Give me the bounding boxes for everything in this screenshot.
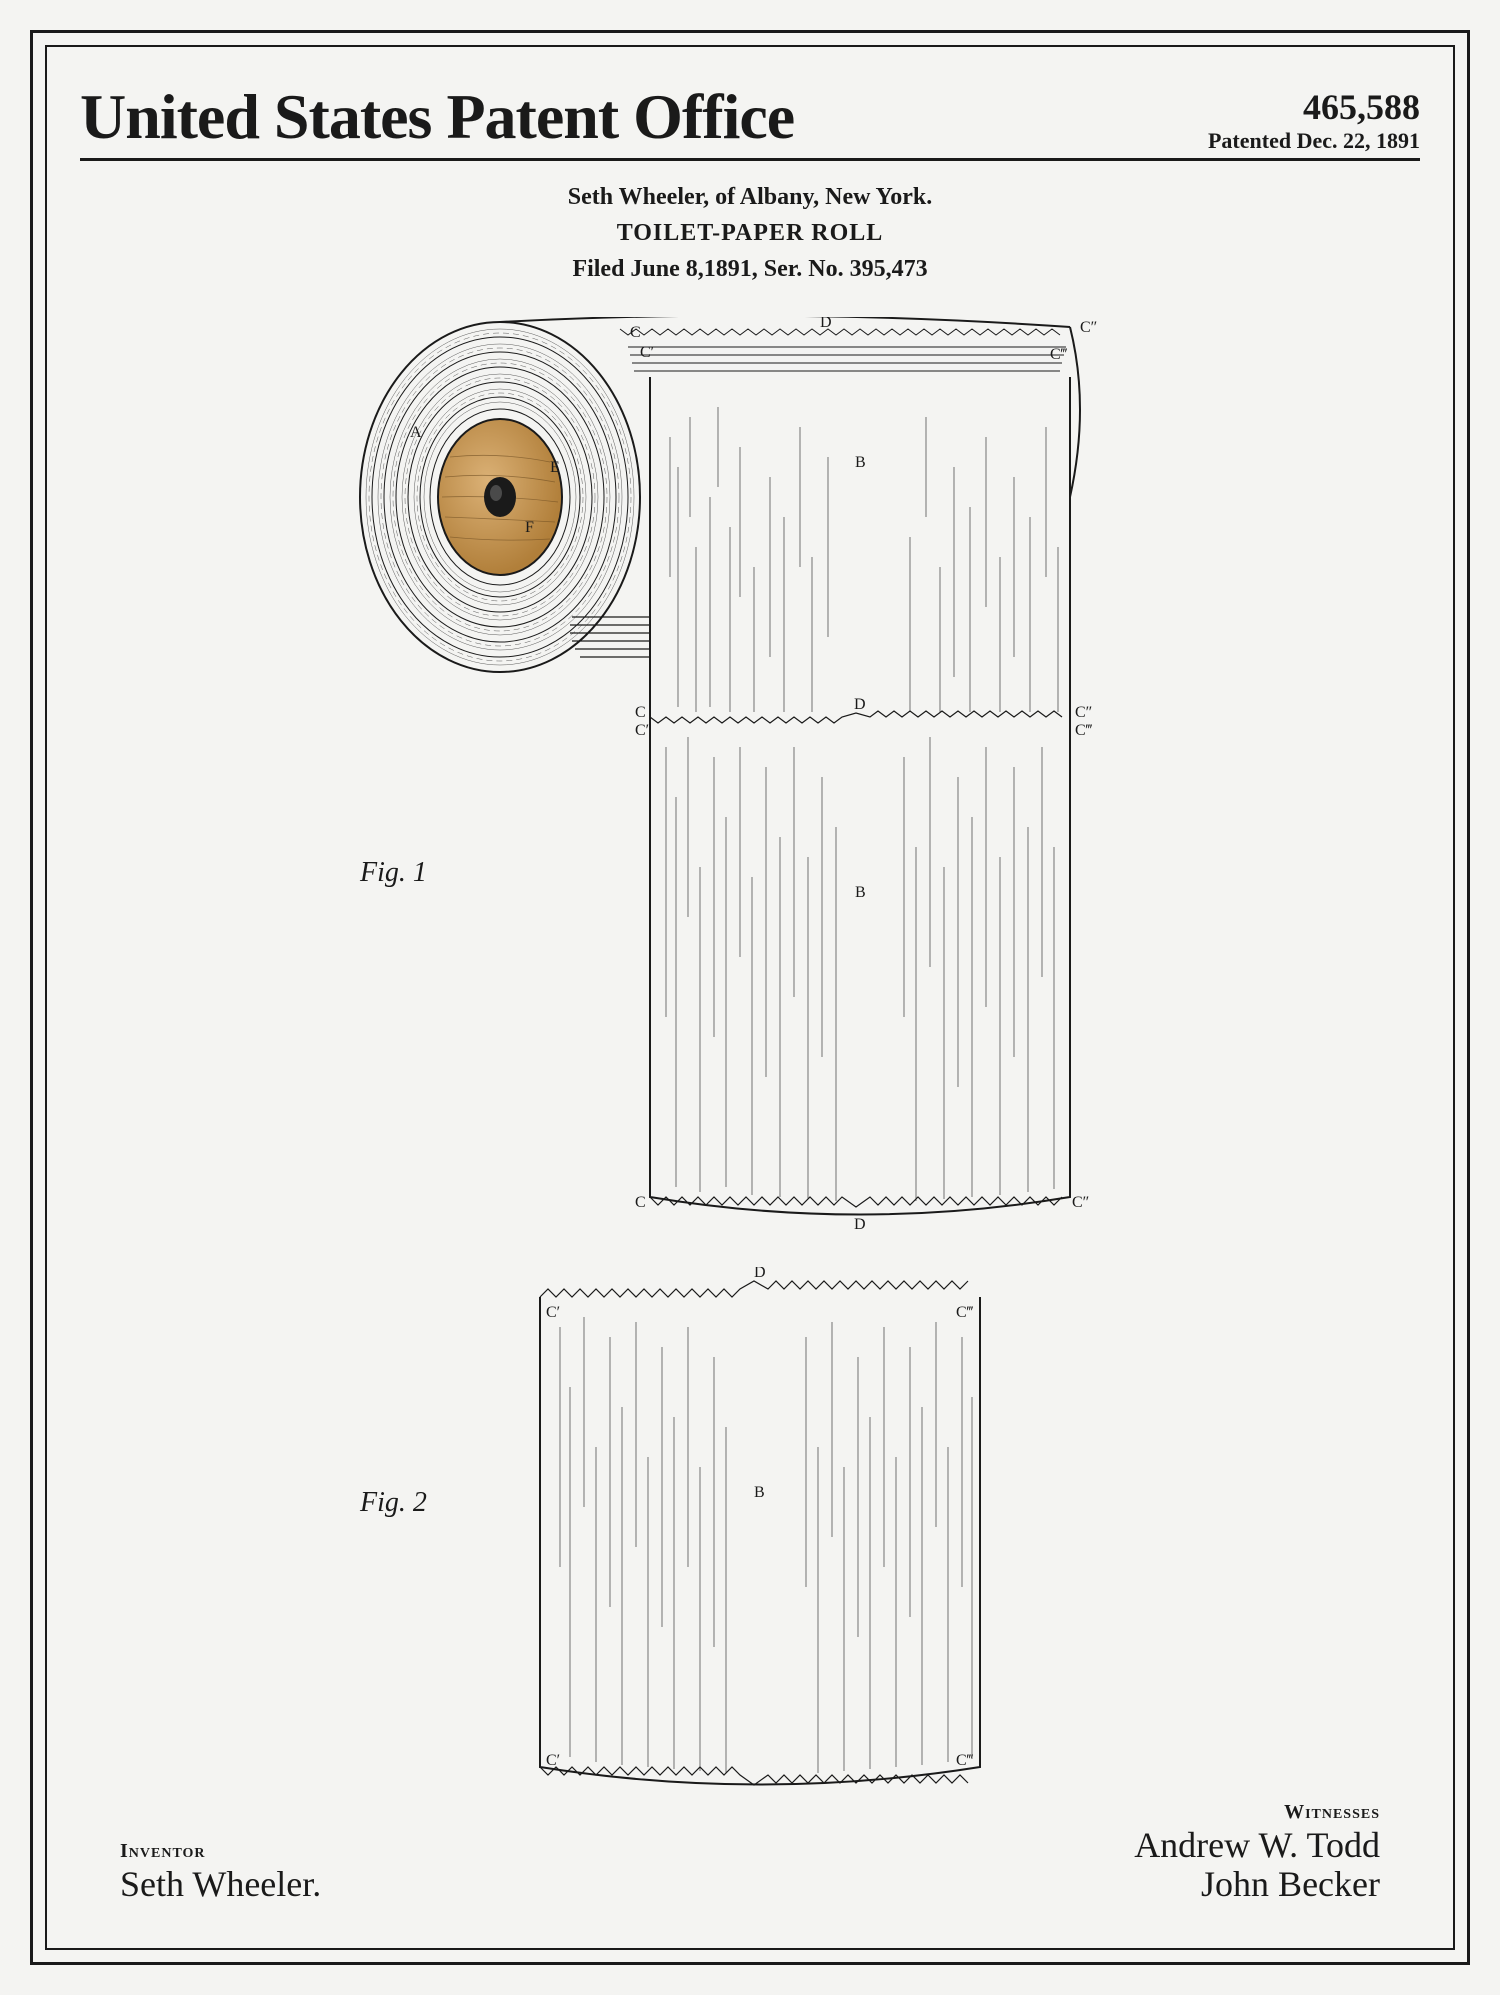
ref-D-top: D — [820, 317, 832, 331]
ref2-Cp-tl: C′ — [546, 1304, 560, 1321]
ref2-D-top: D — [754, 1267, 766, 1281]
header-row: United States Patent Office 465,588 Pate… — [80, 80, 1420, 161]
patent-date: Patented Dec. 22, 1891 — [1208, 128, 1420, 154]
ref-C-top: C — [630, 324, 641, 341]
ref-D-bot: D — [854, 1216, 866, 1233]
ref-D-mid: D — [854, 696, 866, 713]
ref-Cppp-top: C‴ — [1050, 346, 1068, 363]
ref-Cp-top: C′ — [640, 344, 654, 361]
ref-Cp-mid: C′ — [635, 722, 649, 739]
ref-Cpp-mid: C″ — [1075, 704, 1092, 721]
ref-A: A — [410, 424, 422, 441]
page-content: United States Patent Office 465,588 Pate… — [80, 80, 1420, 1915]
subheader: Seth Wheeler, of Albany, New York. TOILE… — [80, 179, 1420, 287]
inventor-line: Seth Wheeler, of Albany, New York. — [80, 179, 1420, 215]
office-title: United States Patent Office — [80, 80, 794, 154]
footer: Inventor Seth Wheeler. Witnesses Andrew … — [80, 1801, 1420, 1915]
ref-C-bot: C — [635, 1194, 646, 1211]
inventor-heading: Inventor — [120, 1840, 321, 1863]
ref2-B: B — [754, 1484, 765, 1501]
witness-2-signature: John Becker — [1134, 1865, 1380, 1905]
ref-Cppp-mid: C‴ — [1075, 722, 1093, 739]
patent-meta: 465,588 Patented Dec. 22, 1891 — [1208, 86, 1420, 154]
ref-Cpp-top: C″ — [1080, 319, 1097, 336]
figure-2: D C′ C‴ B C′ C‴ — [520, 1267, 1000, 1807]
invention-title: TOILET-PAPER ROLL — [80, 215, 1420, 251]
fig1-label: Fig. 1 — [360, 857, 427, 889]
witnesses-heading: Witnesses — [1134, 1801, 1380, 1824]
ref-B1: B — [855, 454, 866, 471]
filing-line: Filed June 8,1891, Ser. No. 395,473 — [80, 251, 1420, 287]
witnesses-block: Witnesses Andrew W. Todd John Becker — [1134, 1801, 1380, 1905]
ref-E: E — [550, 459, 560, 476]
figures-area: A E F B B C C′ D C″ C‴ C C′ D C″ C‴ C D … — [80, 297, 1420, 1797]
fig2-label: Fig. 2 — [360, 1487, 427, 1519]
ref2-Cp-bl: C′ — [546, 1752, 560, 1769]
ref-F: F — [525, 519, 534, 536]
ref-B2: B — [855, 884, 866, 901]
ref-Cpp-bot: C″ — [1072, 1194, 1089, 1211]
patent-number: 465,588 — [1208, 86, 1420, 128]
inventor-signature: Seth Wheeler. — [120, 1865, 321, 1905]
ref2-Cppp-tr: C‴ — [956, 1304, 974, 1321]
ref-C-mid: C — [635, 704, 646, 721]
inventor-block: Inventor Seth Wheeler. — [120, 1840, 321, 1905]
figure-1: A E F B B C C′ D C″ C‴ C C′ D C″ C‴ C D … — [350, 317, 1170, 1237]
witness-1-signature: Andrew W. Todd — [1134, 1826, 1380, 1866]
ref2-Cppp-br: C‴ — [956, 1752, 974, 1769]
